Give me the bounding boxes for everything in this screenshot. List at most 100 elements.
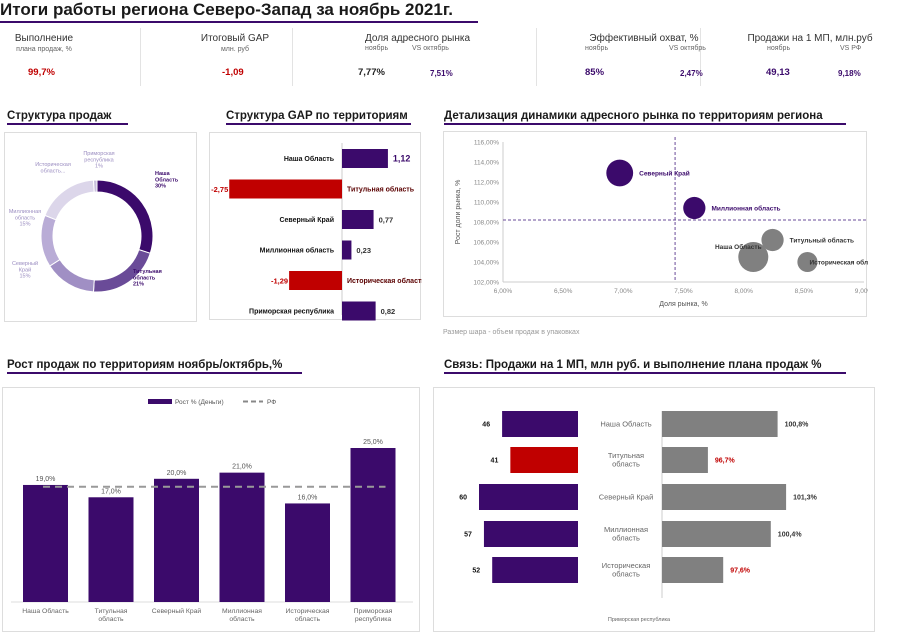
page-title: Итоги работы региона Северо-Запад за ноя… <box>0 0 478 23</box>
kpi-sub: ноябрь <box>585 45 609 52</box>
plan-bar <box>662 484 787 510</box>
category-label: Миллионная область <box>604 525 648 543</box>
kpi-title: Эффективный охват, % <box>589 33 699 44</box>
growth-chart-panel: Рост % (Деньги) РФ 19,0% Наша Область 17,0% Т… <box>2 387 420 632</box>
donut-chart-panel: Наша Область 30% Титульная область 21% Северны… <box>4 132 197 322</box>
category-label: Историческая область <box>286 608 330 623</box>
footer-category-label: Приморская республика <box>608 617 671 623</box>
bubble <box>797 251 818 273</box>
growth-bar <box>350 448 396 602</box>
kpi-sales: Продажи на 1 МП, млн.руб <box>740 33 880 44</box>
y-tick-label: 112,00% <box>474 180 499 187</box>
donut-label: Историческая область... <box>35 162 71 174</box>
sales-value-label: 41 <box>491 458 499 465</box>
divider <box>292 28 293 86</box>
category-label: Титульная область <box>95 608 128 623</box>
y-tick-label: 116,00% <box>474 140 499 147</box>
kpi-reach-value: 85% <box>585 67 605 78</box>
plan-bar <box>662 411 778 437</box>
y-axis-title: Рост доли рынка, % <box>455 180 462 245</box>
y-tick-label: 106,00% <box>473 240 499 247</box>
y-tick-label: 114,00% <box>474 160 499 167</box>
bubble-label: Северный Край <box>639 170 690 178</box>
kpi-sales-compare: 9,18% <box>838 69 861 78</box>
sales-per-rep-bar <box>510 447 578 473</box>
plan-value-label: 100,4% <box>778 532 803 539</box>
kpi-share-value: 7,77% <box>358 67 385 78</box>
plan-value-label: 97,6% <box>730 568 751 575</box>
kpi-title: Итоговый GAP <box>200 33 270 44</box>
bar-value-label: 17,0% <box>101 488 121 495</box>
sales-per-rep-bar <box>479 484 578 510</box>
gap-bar <box>342 301 376 321</box>
bubble-label: Историческая обл <box>810 259 868 267</box>
gap-category-label: Миллионная область <box>260 247 335 255</box>
donut-slice <box>44 179 95 221</box>
growth-bar <box>154 478 199 602</box>
gap-category-label: Историческая область <box>347 277 422 285</box>
bubble-chart: 102,00% 104,00% 106,00% 108,00% 110,00% 112,0… <box>455 137 873 308</box>
sales-value-label: 46 <box>482 422 490 429</box>
category-label: Миллионная область <box>222 608 262 623</box>
y-tick-label: 110,00% <box>474 200 499 207</box>
gap-value-label: -2,75 <box>211 185 228 194</box>
donut-label: Северный Край 15% <box>12 260 38 280</box>
kpi-share-compare: 7,51% <box>430 69 453 78</box>
x-tick-label: 7,50% <box>674 288 693 295</box>
legend-label: Рост % (Деньги) <box>175 399 224 406</box>
bubble <box>606 159 634 187</box>
kpi-sub: млн. руб <box>220 46 250 53</box>
category-label: Историческая область <box>602 561 651 579</box>
kpi-gap: Итоговый GAP млн. руб <box>195 33 275 53</box>
bubble <box>738 242 769 272</box>
gap-value-label: 0,77 <box>379 216 394 225</box>
scatter-chart-panel: 102,00% 104,00% 106,00% 108,00% 110,00% 112,0… <box>443 131 873 317</box>
sales-value-label: 57 <box>464 532 472 539</box>
kpi-reach-compare: 2,47% <box>680 69 703 78</box>
section-title-growth: Рост продаж по территориям ноябрь/октябр… <box>7 359 302 374</box>
donut-label: Приморская республика 1% <box>83 151 114 170</box>
link-chart-panel: 46 Наша Область 100,8% 41 Титульная область 96… <box>433 387 875 632</box>
category-label: Северный Край <box>152 607 202 615</box>
donut-slice <box>40 214 61 267</box>
kpi-title: Выполнение <box>14 33 74 44</box>
plan-value-label: 100,8% <box>785 422 810 429</box>
gap-bar-chart: Наша Область 1,12 Титульная область -2,75 Се… <box>211 143 426 321</box>
butterfly-bar-chart: 46 Наша Область 100,8% 41 Титульная область 96… <box>459 411 818 623</box>
bubble <box>683 196 706 220</box>
category-label: Северный Край <box>599 493 654 502</box>
category-label: Наша Область <box>600 420 651 429</box>
sales-value-label: 60 <box>459 495 467 502</box>
sales-per-rep-bar <box>492 557 578 583</box>
gap-bar <box>342 149 388 168</box>
bubble <box>761 228 784 252</box>
growth-bar <box>219 472 265 602</box>
plan-bar <box>662 557 724 583</box>
sales-per-rep-bar <box>502 411 578 437</box>
kpi-sub: плана продаж, % <box>16 46 72 53</box>
gap-bar <box>342 210 374 229</box>
bar-value-label: 21,0% <box>232 464 252 471</box>
gap-category-label: Титульная область <box>347 186 415 194</box>
sales-value-label: 52 <box>472 568 480 575</box>
gap-category-label: Наша Область <box>284 155 335 163</box>
growth-bar <box>88 497 134 602</box>
plan-value-label: 101,3% <box>793 495 818 502</box>
divider <box>700 28 701 86</box>
kpi-share: Доля адресного рынка <box>355 33 480 44</box>
kpi-plan: Выполнение плана продаж, % <box>4 33 84 53</box>
x-tick-label: 8,00% <box>734 288 753 295</box>
gap-chart-panel: Наша Область 1,12 Титульная область -2,75 Се… <box>209 132 426 321</box>
y-tick-label: 108,00% <box>473 220 499 227</box>
x-axis-title: Доля рынка, % <box>659 301 707 308</box>
gap-bar <box>289 271 342 290</box>
sales-per-rep-bar <box>483 521 578 547</box>
gap-value-label: 0,82 <box>381 307 396 316</box>
bar-value-label: 16,0% <box>298 494 318 501</box>
growth-bar <box>285 503 330 602</box>
gap-value-label: -1,29 <box>271 277 288 286</box>
donut-chart: Наша Область 30% Титульная область 21% Северны… <box>9 151 179 293</box>
kpi-sub: VS октябрь <box>669 45 706 52</box>
section-title-donut: Структура продаж <box>7 110 128 125</box>
gap-category-label: Приморская республика <box>249 308 334 316</box>
